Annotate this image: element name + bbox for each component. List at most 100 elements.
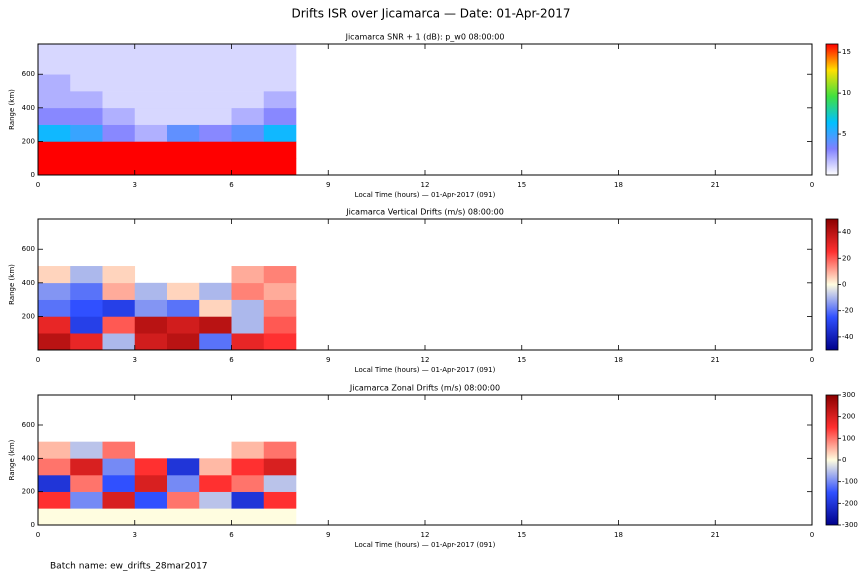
heat-cell [199,508,232,526]
heat-cell [134,333,168,351]
heat-cell [102,282,136,300]
heat-cell [102,141,136,159]
heat-cell [231,458,265,476]
x-axis-label: Local Time (hours) — 01-Apr-2017 (091) [355,191,496,199]
panel-title: Jicamarca Vertical Drifts (m/s) 08:00:00 [345,208,504,217]
x-tick-label: 12 [421,356,430,364]
colorbar-tick-label: -300 [842,521,858,529]
heat-cell [199,91,232,109]
y-tick-label: 600 [22,70,35,78]
y-tick-label: 200 [22,312,35,320]
heat-cell [102,333,136,351]
heat-cell [167,124,200,142]
heat-cell [102,299,136,317]
heat-cell [231,141,265,159]
heat-cell [70,141,103,159]
heat-cell [70,282,103,300]
heat-cell [70,57,103,75]
x-tick-label: 12 [421,531,430,539]
heat-cell [167,282,200,300]
heat-cell [38,74,71,92]
heat-cell [231,124,265,142]
heat-cell [38,158,71,176]
y-tick-label: 400 [22,279,35,287]
heat-cell [167,508,200,526]
y-tick-label: 0 [31,521,35,529]
heat-cell [134,491,168,509]
heat-cell [38,266,71,284]
heat-cell [134,107,168,125]
heat-cell [167,491,200,509]
heat-cell [134,282,168,300]
heat-cell [231,57,265,75]
x-tick-label: 0 [810,531,814,539]
heat-cell [70,91,103,109]
heat-cell [70,316,103,334]
heat-cell [263,491,297,509]
heat-cell [263,44,297,58]
x-tick-label: 12 [421,181,430,189]
heat-cell [263,316,297,334]
heat-cell [134,44,168,58]
x-tick-label: 0 [810,356,814,364]
colorbar-tick-label: 20 [842,254,851,262]
heat-cell [167,44,200,58]
heat-cell [38,91,71,109]
x-tick-label: 18 [614,356,623,364]
x-tick-label: 0 [36,356,40,364]
heat-cell [70,491,103,509]
heat-cell [199,282,232,300]
colorbar-tick-label: -100 [842,478,858,486]
heat-cell [102,316,136,334]
colorbar [825,43,839,176]
heat-cell [231,44,265,58]
x-tick-label: 18 [614,531,623,539]
heat-cell [134,458,168,476]
heat-cell [167,74,200,92]
heat-cell [70,475,103,492]
heat-cell [102,441,136,459]
heat-cell [102,158,136,176]
heat-cell [102,107,136,125]
heat-cell [70,158,103,176]
x-tick-label: 6 [229,356,234,364]
heat-cell [199,299,232,317]
heat-cell [38,316,71,334]
heat-cell [199,458,232,476]
colorbar [825,218,839,351]
heat-cell [199,491,232,509]
heat-cell [70,508,103,526]
heat-cell [102,475,136,492]
heat-cell [70,74,103,92]
heat-cell [199,475,232,492]
y-tick-label: 600 [22,245,35,253]
y-axis-label: Range (km) [8,89,16,130]
x-tick-label: 21 [711,181,720,189]
heat-cell [38,44,71,58]
heat-cell [231,491,265,509]
heat-cell [231,91,265,109]
heat-cell [263,333,297,351]
heat-cell [199,158,232,176]
heat-cell [134,124,168,142]
heat-cell [70,124,103,142]
heat-cell [102,57,136,75]
colorbar [825,394,839,526]
colorbar-tick-label: 40 [842,228,851,236]
y-tick-label: 200 [22,488,35,496]
x-tick-label: 6 [229,181,234,189]
heat-cell [38,282,71,300]
heat-cell [134,57,168,75]
heat-cell [38,333,71,351]
heat-cell [38,491,71,509]
x-tick-label: 3 [133,531,137,539]
heat-cell [38,475,71,492]
heat-cell [263,74,297,92]
heat-cell [70,266,103,284]
heat-cell [167,316,200,334]
heat-cell [231,508,265,526]
y-tick-label: 0 [31,171,35,179]
colorbar-tick-label: 15 [842,48,851,56]
heat-cell [199,74,232,92]
heat-cell [70,299,103,317]
